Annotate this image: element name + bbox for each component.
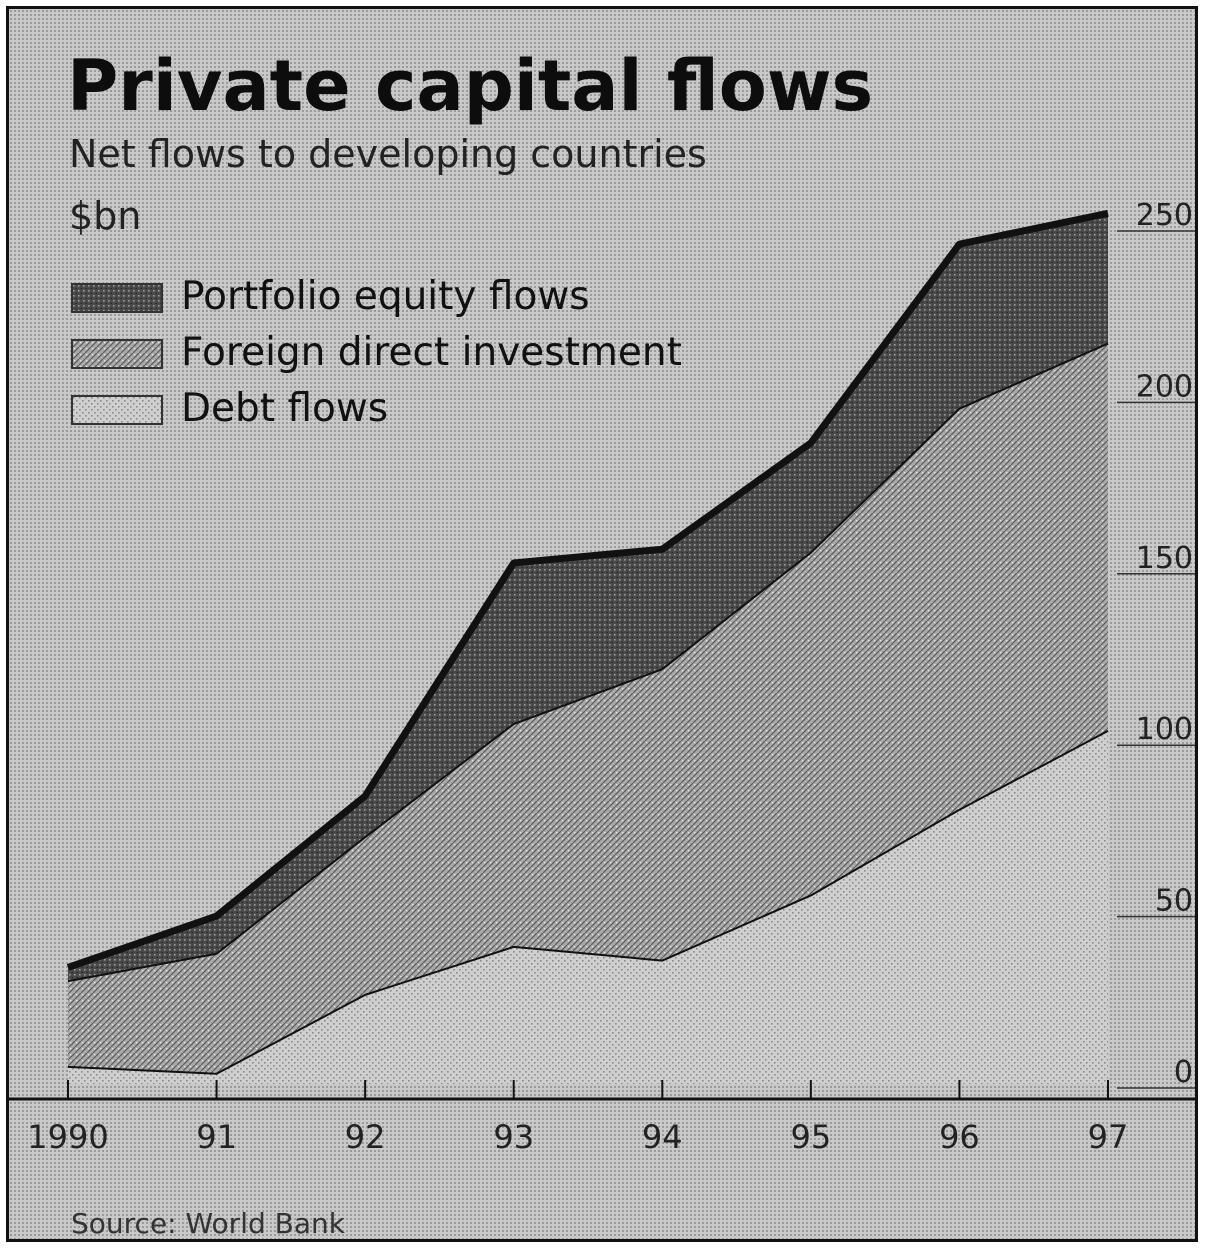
x-tick-label: 97 [1088,1118,1129,1156]
y-tick-label: 200 [1136,369,1193,404]
unit-label: $bn [69,194,142,238]
legend-swatch-medium [71,339,163,369]
legend-label: Portfolio equity flows [181,274,590,319]
boundary-line-foreign-direct-investment [67,342,1109,983]
area-foreign-direct-investment [68,343,1108,1074]
chart-frame: 0 50 100 150 200 250 1990 91 92 93 94 95 96 97 Priva… [6,6,1198,1242]
y-tick-label: 0 [1174,1055,1193,1090]
legend-swatch-dark [71,283,163,313]
legend-label: Debt flows [181,386,389,431]
area-portfolio-equity-flows [68,213,1108,982]
y-tick-label: 100 [1136,712,1193,747]
x-tick-label: 95 [790,1118,831,1156]
x-tick-label: 93 [493,1118,534,1156]
boundary-line-debt-flows [67,730,1109,1075]
chart-title: Private capital flows [67,45,874,127]
area-debt-flows [68,730,1108,1084]
legend-label: Foreign direct investment [181,330,682,375]
x-tick-label: 94 [642,1118,683,1156]
chart-plot: 0 50 100 150 200 250 1990 91 92 93 94 95 96 97 [9,198,1195,1156]
y-tick-label: 50 [1155,884,1193,919]
x-tick-label: 91 [196,1118,237,1156]
y-tick-label: 150 [1136,541,1193,576]
y-axis: 0 50 100 150 200 250 [1117,198,1195,1090]
legend-swatch-light [71,395,163,425]
area-series-group [66,209,1109,1084]
y-tick-label: 250 [1136,198,1193,233]
x-tick-label: 96 [939,1118,980,1156]
x-tick-label: 92 [345,1118,386,1156]
boundary-line-portfolio-equity-flows [66,209,1109,971]
x-tick-label: 1990 [27,1118,108,1156]
x-axis: 1990 91 92 93 94 95 96 97 [9,1080,1195,1156]
source-note: Source: World Bank [71,1207,345,1240]
chart-subtitle: Net flows to developing countries [69,132,707,176]
